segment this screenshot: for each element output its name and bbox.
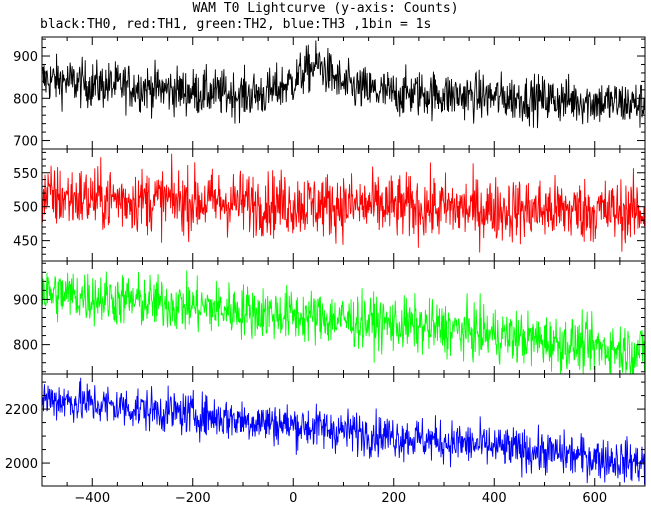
chart-subtitle: black:TH0, red:TH1, green:TH2, blue:TH3 … [40,17,432,32]
y-tick-label: 900 [13,293,38,308]
x-tick-label: 0 [289,491,297,505]
y-tick-label: 900 [13,50,38,65]
y-tick-label: 2200 [5,403,38,418]
y-tick-label: 450 [13,235,38,250]
chart-title: WAM T0 Lightcurve (y-axis: Counts) [192,1,459,16]
panel-th0: 700 800 900 [13,36,646,150]
y-tick-label: 2000 [5,457,38,472]
x-axis: −400 −200 0 200 400 600 [74,491,607,505]
x-tick-label: −400 [74,491,110,505]
x-tick-label: −200 [175,491,211,505]
y-tick-label: 800 [13,339,38,354]
x-tick-label: 600 [582,491,607,505]
y-tick-label: 500 [13,201,38,216]
series-line-th2 [42,270,645,374]
panel-th1: 450 500 550 [13,148,646,262]
series-line-th3 [42,377,645,485]
x-tick-label: 200 [381,491,406,505]
series-line-th1 [42,153,645,253]
series-line-th0 [42,40,645,129]
y-tick-label: 800 [13,92,38,107]
x-tick-label: 400 [482,491,507,505]
panels-group: 700 800 900 450 500 550 800 900 2000 2200 [5,36,646,487]
panel-th3: 2000 2200 [5,373,646,487]
y-tick-label: 700 [13,135,38,150]
y-tick-label: 550 [13,167,38,182]
panel-th2: 800 900 [13,260,646,375]
